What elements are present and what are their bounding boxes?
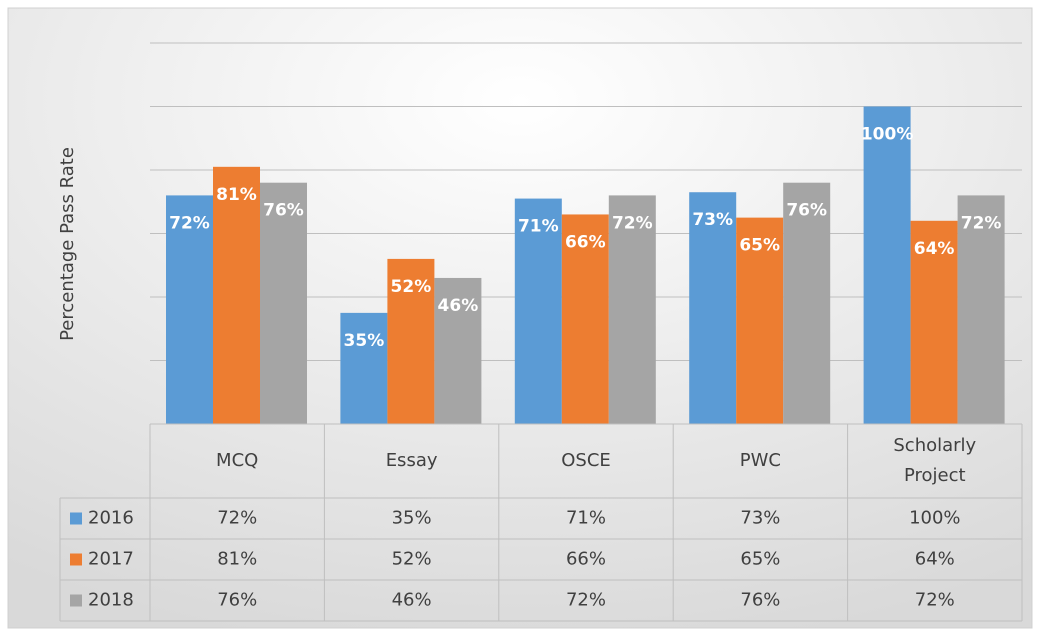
table-cell: 100% bbox=[909, 508, 960, 529]
value-label: 66% bbox=[565, 232, 606, 252]
value-label: 52% bbox=[391, 277, 432, 297]
bar bbox=[387, 258, 435, 424]
bar bbox=[910, 220, 958, 424]
x-tick-label: OSCE bbox=[561, 450, 611, 471]
bar bbox=[561, 214, 609, 424]
table-cell: 73% bbox=[740, 508, 780, 529]
value-label: 76% bbox=[786, 201, 827, 221]
value-label: 46% bbox=[438, 296, 479, 316]
table-cell: 72% bbox=[915, 590, 955, 611]
table-cell: 81% bbox=[217, 549, 257, 570]
value-label: 81% bbox=[216, 185, 257, 205]
bar bbox=[608, 195, 656, 424]
bar bbox=[340, 312, 388, 424]
value-label: 76% bbox=[263, 201, 304, 221]
bar bbox=[957, 195, 1005, 424]
y-axis-label: Percentage Pass Rate bbox=[57, 147, 78, 341]
x-tick-label: Scholarly Project bbox=[893, 435, 976, 486]
bar bbox=[736, 217, 784, 424]
x-tick-label: Essay bbox=[386, 450, 438, 471]
table-cell: 72% bbox=[566, 590, 606, 611]
table-cell: 35% bbox=[392, 508, 432, 529]
value-label: 64% bbox=[914, 239, 955, 259]
legend-label: 2017 bbox=[88, 549, 134, 570]
legend-swatch bbox=[70, 553, 82, 566]
legend-swatch bbox=[70, 594, 82, 607]
bar bbox=[514, 198, 562, 424]
table-cell: 66% bbox=[566, 549, 606, 570]
value-label: 100% bbox=[861, 125, 914, 145]
value-label: 72% bbox=[961, 213, 1002, 233]
bar bbox=[434, 277, 482, 424]
table-cell: 52% bbox=[392, 549, 432, 570]
table-cell: 65% bbox=[740, 549, 780, 570]
table-cell: 72% bbox=[217, 508, 257, 529]
table-cell: 76% bbox=[217, 590, 257, 611]
value-label: 35% bbox=[344, 331, 385, 351]
value-label: 65% bbox=[739, 236, 780, 256]
bar bbox=[783, 182, 831, 424]
bar bbox=[689, 192, 737, 424]
table-cell: 46% bbox=[392, 590, 432, 611]
value-label: 72% bbox=[612, 213, 653, 233]
x-tick-label: MCQ bbox=[216, 450, 258, 471]
legend-label: 2016 bbox=[88, 508, 134, 529]
bar bbox=[166, 195, 213, 424]
legend-label: 2018 bbox=[88, 590, 134, 611]
table-cell: 76% bbox=[740, 590, 780, 611]
value-label: 72% bbox=[169, 213, 210, 233]
bar bbox=[863, 106, 911, 424]
value-label: 73% bbox=[692, 210, 733, 230]
x-tick-label: PWC bbox=[740, 450, 781, 471]
legend-swatch bbox=[70, 512, 82, 525]
table-cell: 64% bbox=[915, 549, 955, 570]
table-cell: 71% bbox=[566, 508, 606, 529]
bar bbox=[213, 166, 260, 424]
value-label: 71% bbox=[518, 217, 559, 237]
bar bbox=[260, 182, 307, 424]
